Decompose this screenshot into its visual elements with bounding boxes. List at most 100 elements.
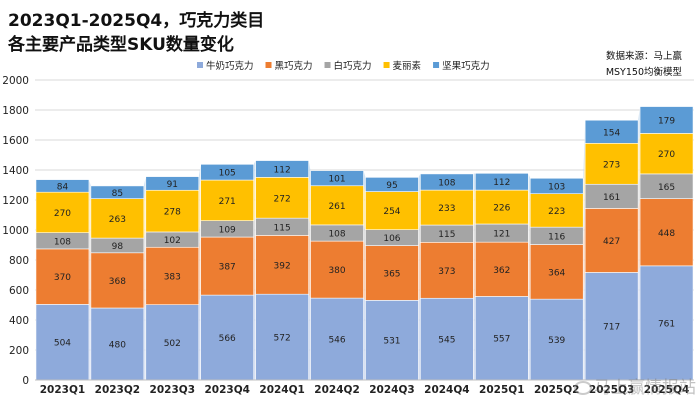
bar-segment	[365, 177, 419, 192]
series-connector-band	[363, 241, 366, 301]
data-label: 539	[548, 336, 565, 346]
y-tick-label: 800	[9, 255, 29, 267]
data-label: 557	[493, 335, 510, 345]
bar-segment	[639, 265, 694, 381]
data-label: 108	[54, 237, 71, 247]
bar-segment	[35, 304, 90, 381]
data-label: 85	[112, 189, 123, 199]
series-connector-band	[88, 232, 91, 253]
data-label: 112	[493, 178, 510, 188]
data-label: 380	[328, 266, 345, 276]
data-label: 370	[54, 273, 71, 283]
bar-segment	[365, 245, 419, 301]
y-tick-label: 1200	[2, 195, 29, 207]
bar-segment	[200, 236, 255, 296]
y-tick-label: 1800	[2, 105, 29, 117]
data-label: 226	[493, 204, 510, 214]
series-connector-band	[363, 170, 366, 192]
data-label: 112	[274, 165, 291, 175]
data-label: 373	[438, 267, 455, 277]
data-label: 546	[328, 336, 345, 346]
data-label: 91	[167, 180, 178, 190]
bar-segment	[639, 198, 694, 267]
legend-label: 坚果巧克力	[442, 60, 490, 72]
y-tick-label: 600	[9, 285, 29, 297]
weibo-logo-icon	[574, 381, 592, 395]
legend-swatch	[383, 62, 390, 68]
x-tick-label: 2023Q2	[95, 384, 140, 396]
series-connector-band	[308, 160, 311, 186]
bar-segment	[310, 170, 364, 187]
legend-swatch	[265, 62, 272, 68]
series-connector-band	[363, 224, 366, 246]
watermark-text: 马上赢情报站	[594, 378, 696, 398]
data-label: 95	[386, 181, 397, 191]
x-tick-label: 2024Q2	[314, 384, 359, 396]
series-connector-band	[528, 224, 531, 245]
series-connector-band	[308, 235, 311, 299]
series-connector-band	[198, 295, 201, 380]
data-label: 278	[164, 208, 181, 218]
series-connector-band	[638, 106, 641, 144]
model-label: MSY150均衡模型	[605, 67, 682, 78]
bar-segment	[584, 208, 639, 273]
series-connector-band	[143, 190, 146, 239]
data-label: 273	[603, 160, 620, 170]
data-label: 116	[548, 232, 565, 242]
series-connector-band	[583, 120, 586, 194]
x-tick-label: 2025Q1	[479, 384, 524, 396]
series-connector-band	[473, 173, 476, 191]
y-tick-label: 1600	[2, 135, 29, 147]
data-label: 365	[383, 269, 400, 279]
bar-segment	[584, 272, 639, 381]
y-tick-label: 2000	[2, 75, 29, 87]
bar-segment	[310, 185, 364, 226]
data-label: 368	[109, 277, 126, 287]
bar-segment	[474, 173, 529, 191]
bar-segment	[145, 304, 200, 381]
series-connector-band	[473, 190, 476, 226]
chart-title-line1: 2023Q1-2025Q4，巧克力类目	[8, 11, 265, 31]
bar-segment	[200, 179, 255, 222]
legend-label: 牛奶巧克力	[206, 60, 254, 72]
x-tick-label: 2023Q3	[150, 384, 195, 396]
series-connector-band	[583, 184, 586, 245]
series-connector-band	[88, 192, 91, 239]
bar-segment	[90, 307, 145, 381]
x-tick-label: 2024Q4	[424, 384, 469, 396]
bar-segment	[90, 252, 145, 309]
bar-segment	[35, 191, 90, 233]
bar-segment	[310, 240, 364, 299]
data-label: 427	[603, 237, 620, 247]
bar-segment	[90, 185, 145, 199]
x-tick-label: 2024Q1	[259, 384, 304, 396]
bar-segment	[200, 164, 255, 181]
y-tick-label: 1400	[2, 165, 29, 177]
series-connector-band	[253, 177, 256, 221]
series-connector-band	[143, 247, 146, 308]
series-connector-band	[528, 190, 531, 228]
series-connector-band	[473, 296, 476, 380]
data-label: 531	[383, 337, 400, 347]
data-label: 566	[219, 334, 236, 344]
x-tick-label: 2024Q3	[369, 384, 414, 396]
data-label: 115	[274, 223, 291, 233]
series-connector-band	[198, 237, 201, 305]
bar-segment	[584, 119, 639, 144]
x-tick-label: 2023Q4	[204, 384, 249, 396]
series-connector-band	[583, 272, 586, 380]
source-label: 数据来源：马上赢	[605, 51, 682, 62]
series-connector-band	[88, 179, 91, 199]
series-connector-band	[253, 294, 256, 380]
y-tick-label: 400	[9, 315, 29, 327]
bar-segment	[474, 296, 529, 381]
series-connector-band	[143, 231, 146, 253]
x-tick-label: 2025Q2	[534, 384, 579, 396]
bar-segment	[529, 244, 584, 300]
bar-segment	[474, 241, 529, 297]
series-connector-band	[528, 296, 531, 380]
legend-swatch	[324, 62, 331, 68]
series-connector-band	[473, 224, 476, 243]
bar-segment	[365, 300, 419, 381]
